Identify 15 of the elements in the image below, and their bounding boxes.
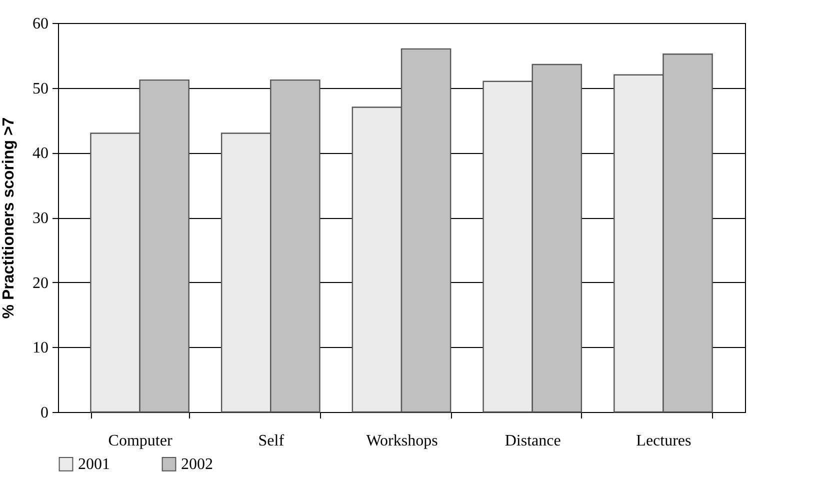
x-tick-label: Lectures <box>636 432 692 450</box>
y-tick-label: 30 <box>32 210 48 227</box>
x-tick-label: Computer <box>108 432 173 450</box>
y-tick-label: 60 <box>32 16 48 32</box>
y-axis-title: % Practitioners scoring >7 <box>0 117 18 319</box>
legend-label: 2002 <box>181 456 213 474</box>
y-tick-label: 50 <box>32 80 48 98</box>
x-tick-label: Self <box>258 432 285 450</box>
y-tick-label: 10 <box>32 340 48 357</box>
y-tick-label: 40 <box>32 145 48 162</box>
legend-label: 2001 <box>78 456 110 474</box>
y-tick-label: 0 <box>40 404 48 422</box>
x-tick-label: Distance <box>504 432 561 450</box>
y-tick-label: 20 <box>32 274 48 292</box>
x-tick-label: Workshops <box>366 432 438 450</box>
